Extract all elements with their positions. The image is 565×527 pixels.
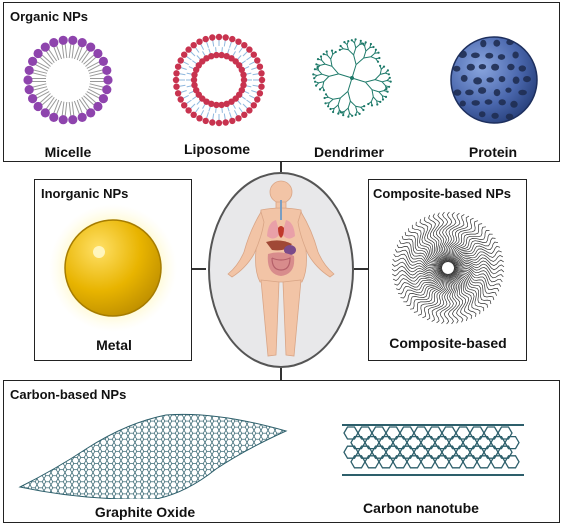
dendrimer-label: Dendrimer [313, 144, 385, 160]
carbon-panel: Carbon-based NPs Graphite Oxide Carbon n… [3, 380, 560, 523]
composite-label: Composite-based [389, 335, 507, 351]
connector-right [354, 268, 369, 270]
protein-label: Protein [468, 144, 518, 160]
micelle-icon [23, 35, 113, 125]
organic-panel: Organic NPs Micelle Liposome Dendrimer P… [3, 2, 560, 162]
liposome-icon [172, 33, 266, 127]
micelle-label: Micelle [44, 144, 92, 160]
metal-label: Metal [96, 337, 132, 353]
organic-title: Organic NPs [10, 9, 89, 24]
protein-icon [450, 36, 538, 124]
inorganic-title: Inorganic NPs [41, 186, 129, 201]
dendrimer-icon [312, 38, 392, 118]
graphite-oxide-label: Graphite Oxide [94, 504, 196, 520]
metal-sphere-icon [49, 204, 177, 332]
composite-title: Composite-based NPs [373, 186, 511, 201]
connector-top [280, 160, 282, 172]
human-body-icon [208, 172, 354, 368]
carbon-title: Carbon-based NPs [10, 387, 127, 402]
composite-panel: Composite-based NPs Composite-based [368, 179, 527, 361]
inorganic-panel: Inorganic NPs Metal [34, 179, 192, 361]
connector-bottom [280, 368, 282, 380]
nanotube-icon [342, 424, 524, 476]
liposome-label: Liposome [183, 141, 251, 157]
carbon-nanotube-label: Carbon nanotube [363, 500, 479, 516]
composite-icon [391, 211, 505, 325]
connector-left [191, 268, 206, 270]
graphene-sheet-icon [18, 413, 288, 499]
